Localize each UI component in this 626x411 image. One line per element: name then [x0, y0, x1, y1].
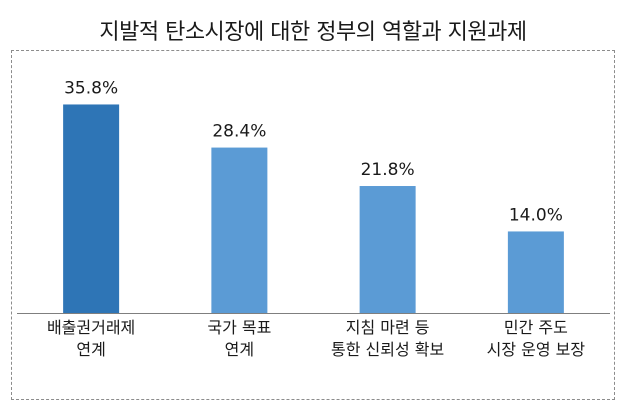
- category-label-2-line-2: 연계: [225, 340, 254, 359]
- category-label-1-line-2: 연계: [76, 340, 105, 359]
- data-label-2: 28.4%: [212, 122, 266, 142]
- data-label-3: 21.8%: [361, 160, 415, 180]
- bar-3: [359, 186, 416, 313]
- chart-title: 지발적 탄소시장에 대한 정부의 역할과 지원과제: [99, 20, 527, 45]
- plot-frame: [11, 50, 615, 400]
- category-label-4-line-2: 시장 운영 보장: [487, 340, 586, 359]
- data-label-4: 14.0%: [509, 205, 563, 225]
- category-label-3-line-2: 통한 신뢰성 확보: [331, 340, 444, 359]
- data-label-1: 35.8%: [64, 78, 118, 98]
- bar-2: [211, 147, 268, 313]
- category-label-2-line-1: 국가 목표: [207, 318, 271, 337]
- category-label-4-line-1: 민간 주도: [504, 318, 568, 337]
- bar-4: [507, 231, 564, 313]
- category-label-1-line-1: 배출권거래제: [47, 318, 135, 337]
- bar-1: [63, 104, 120, 313]
- category-label-3-line-1: 지침 마련 등: [346, 318, 430, 337]
